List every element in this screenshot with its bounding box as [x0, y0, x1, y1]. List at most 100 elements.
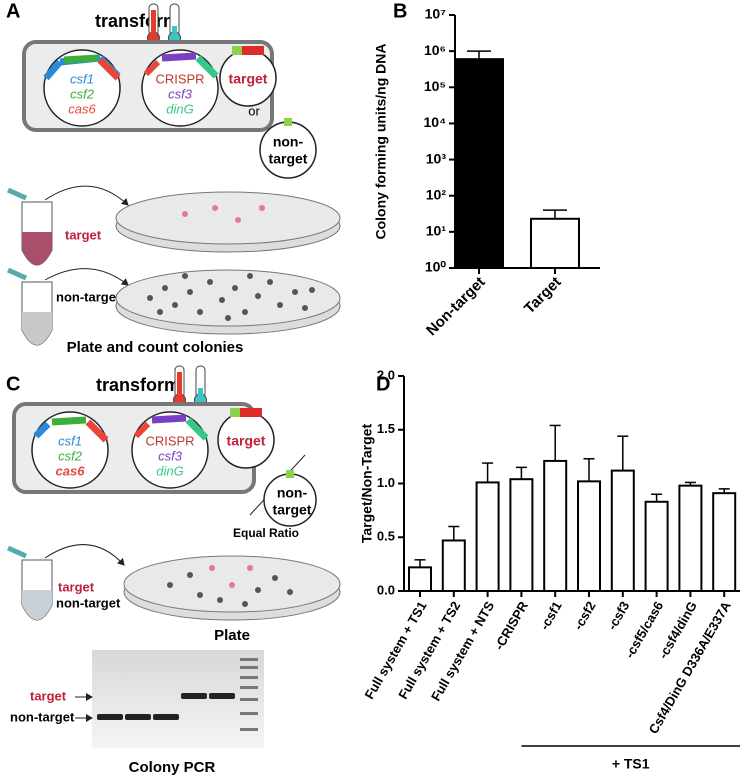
plasmid: [43, 49, 121, 127]
gene-arrow: [63, 54, 99, 64]
target-label: target: [227, 433, 266, 449]
y-tick-label: 1.0: [377, 475, 395, 490]
tube-label: target: [58, 579, 95, 594]
bar: [530, 217, 580, 269]
bar: [454, 58, 504, 270]
target-seq: [240, 408, 262, 417]
caption: Colony PCR: [129, 759, 216, 776]
gene-arrow: [143, 59, 161, 77]
x-tick-label: Full system + TS1: [361, 599, 429, 702]
y-tick-label: 2.0: [377, 367, 395, 382]
y-tick-label: 1.5: [377, 421, 395, 436]
panel-label: C: [6, 373, 20, 395]
gene-arrow: [195, 55, 219, 79]
y-tick-label: 0.0: [377, 582, 395, 597]
plasmid: [131, 411, 209, 489]
target-label: target: [229, 71, 268, 87]
plasmid: [31, 411, 109, 489]
bar: [509, 478, 534, 593]
gene-arrow: [161, 52, 197, 62]
gene-arrow: [51, 416, 87, 426]
y-tick-label: 10¹: [426, 223, 447, 239]
gene-label: cas6: [68, 101, 96, 116]
gene-label: csf2: [70, 86, 95, 101]
tube-label: target: [65, 227, 102, 242]
plates: [115, 191, 341, 335]
chart: 10⁰ 10¹ 10² 10³ 10⁴ 10⁵ 10⁶ 10⁷ Colony forming u…: [373, 6, 600, 340]
bar: [441, 539, 466, 592]
arrow: [44, 185, 129, 206]
nontarget-label: non-: [277, 485, 308, 501]
gene-label: CRISPR: [145, 433, 194, 448]
x-tick-label: Target: [521, 274, 565, 318]
gene-label: CRISPR: [155, 71, 204, 86]
gene-arrow: [133, 421, 151, 439]
y-tick-label: 10⁷: [425, 6, 447, 22]
gene-label: csf2: [58, 448, 83, 463]
gene-label: dinG: [156, 463, 183, 478]
thermometers: [173, 365, 207, 407]
x-tick-label: Full system + NTS: [428, 598, 497, 703]
gene-arrow: [185, 417, 209, 441]
nontarget-seq: [286, 470, 294, 478]
bar: [712, 492, 737, 592]
nontarget-label: target: [269, 151, 308, 167]
transform-label: transform: [96, 375, 180, 395]
x-tick-label: -csf2: [570, 599, 598, 633]
bar: [543, 459, 568, 592]
gene-label: csf1: [58, 433, 82, 448]
chart: 0.0 0.5 1.0 1.5 2.0 Target/Non-Target Full sys…: [359, 367, 740, 772]
gene-label: csf3: [168, 86, 193, 101]
y-tick-label: 10³: [426, 150, 447, 166]
panel-label: A: [6, 0, 20, 22]
target-seq: [232, 46, 242, 55]
y-tick-label: 10⁰: [425, 259, 447, 275]
nontarget-label: target: [273, 502, 312, 518]
tube-label: non-target: [56, 289, 121, 304]
gene-arrow: [151, 414, 187, 424]
panel-label: B: [393, 0, 407, 22]
x-tick-label: -CRISPR: [491, 598, 531, 652]
bar: [644, 500, 669, 592]
y-tick-label: 10⁶: [424, 42, 446, 58]
nontarget-label: non-: [273, 134, 304, 150]
gene-label: csf3: [158, 448, 183, 463]
x-tick-label: -csf1: [537, 599, 565, 633]
x-tick-label: Non-target: [423, 274, 489, 340]
ratio-label: Equal Ratio: [233, 526, 299, 540]
gel-label: non-target: [10, 709, 75, 724]
x-tick-label: -csf3: [604, 599, 632, 633]
plate-label: Plate: [214, 627, 250, 644]
tube-label: non-target: [56, 595, 121, 610]
gene-arrow: [33, 421, 51, 439]
gene-label: dinG: [166, 101, 193, 116]
bar: [577, 480, 601, 593]
gene-label: csf1: [70, 71, 94, 86]
tube: [6, 545, 53, 621]
gel-label: target: [30, 688, 67, 703]
gene-arrow: [97, 57, 121, 81]
gene-arrow: [85, 419, 109, 443]
arrow: [44, 544, 125, 566]
bar: [408, 566, 432, 592]
bar: [610, 469, 635, 593]
gene-label: cas6: [56, 463, 86, 478]
annotation: + TS1: [612, 756, 650, 772]
target-seq: [242, 46, 264, 55]
y-axis-label: Colony forming units/ng DNA: [373, 44, 389, 240]
transform-label: transform: [95, 11, 179, 31]
or-label: or: [248, 103, 260, 118]
bar: [678, 484, 703, 592]
y-axis-label: Target/Non-Target: [359, 424, 375, 544]
gel: [92, 650, 264, 748]
gel-bands: [97, 658, 258, 731]
bar: [475, 481, 500, 592]
y-tick-label: 0.5: [377, 529, 395, 544]
y-tick-label: 10⁴: [424, 114, 447, 130]
tubes: [6, 187, 53, 346]
plate: [123, 555, 341, 621]
arrow: [44, 268, 129, 286]
y-tick-label: 10²: [426, 186, 447, 202]
